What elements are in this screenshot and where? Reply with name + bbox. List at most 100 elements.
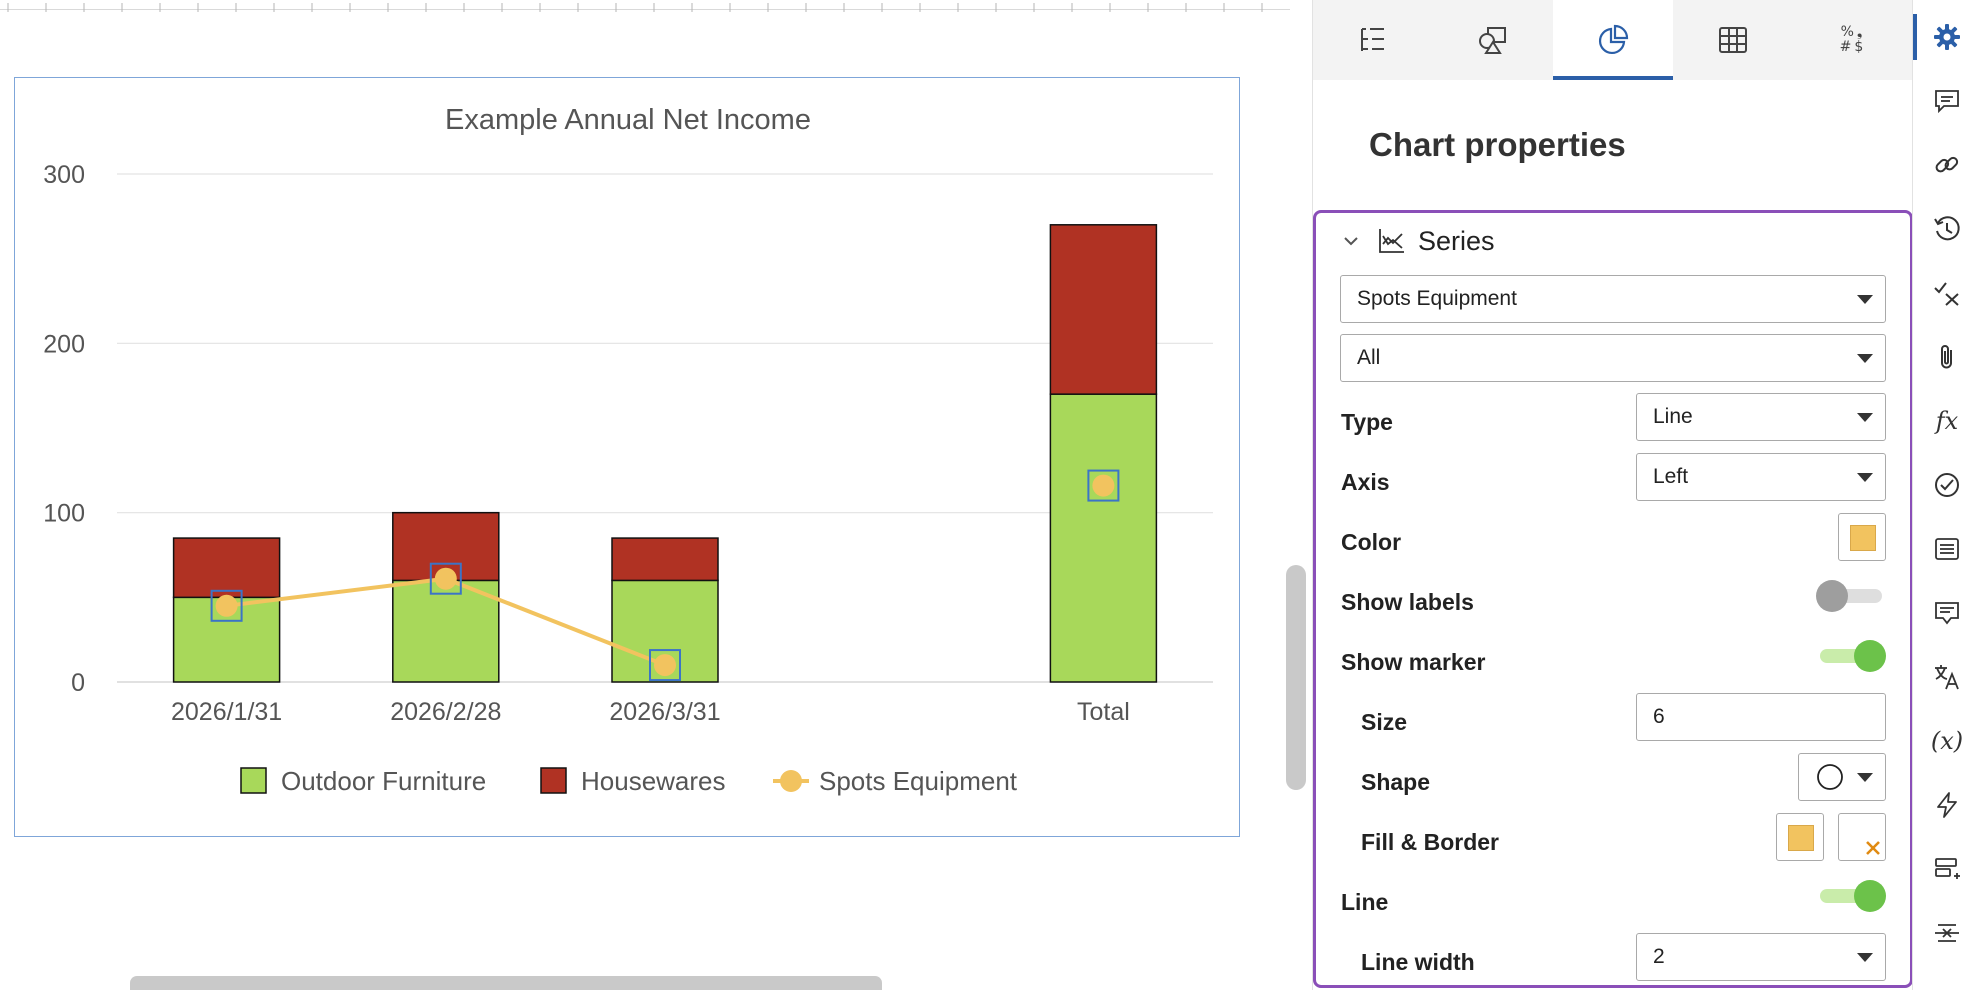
x-tick-label: Total [1077,698,1130,726]
series-section: Series Spots Equipment All Type Line Axi… [1313,210,1913,988]
rail-history[interactable] [1913,204,1980,254]
line-toggle[interactable] [1816,879,1886,913]
bar-outdoor-furniture[interactable] [1049,393,1158,683]
marker-fill-button[interactable] [1776,813,1824,861]
line-width-value: 2 [1653,945,1665,968]
marker-size-input[interactable]: 6 [1636,693,1886,741]
bar-housewares[interactable] [172,537,281,599]
x-tick-label: 2026/1/31 [171,698,282,726]
caret-down-icon [1857,413,1873,422]
circle-shape-icon [1817,764,1843,790]
caret-down-icon [1857,473,1873,482]
line-marker[interactable] [1092,474,1115,497]
show-marker-toggle[interactable] [1816,639,1886,673]
color-picker-button[interactable] [1838,513,1886,561]
marker-border-button[interactable] [1838,813,1886,861]
gear-icon [1934,24,1960,50]
show-labels-toggle[interactable] [1816,579,1886,613]
marker-selection-box [1087,469,1120,502]
rail-comments[interactable] [1913,76,1980,126]
rail-automation[interactable] [1913,780,1980,830]
legend-label: Spots Equipment [819,766,1018,796]
bars [172,224,1158,683]
rail-functions[interactable]: fx [1913,396,1980,446]
rail-links[interactable] [1913,140,1980,190]
rail-track-changes[interactable] [1913,268,1980,318]
line-series [210,469,1120,682]
tab-setup[interactable] [1313,0,1433,80]
chart-title: Example Annual Net Income [445,104,811,136]
pie-chart-icon [1598,24,1629,55]
caret-down-icon [1857,953,1873,962]
bar-outdoor-furniture[interactable] [392,579,500,683]
line-width-select[interactable]: 2 [1636,933,1886,981]
legend-swatch [240,767,267,794]
series-select[interactable]: Spots Equipment [1340,275,1886,323]
no-color-icon [1866,841,1880,855]
legend-marker [780,770,802,792]
rail-settings[interactable] [1913,12,1980,62]
translate-icon [1935,665,1959,690]
check-x-icon [1934,282,1959,306]
table-icon [1719,27,1747,53]
color-swatch [1850,525,1876,551]
legend-label: Outdoor Furniture [281,766,486,796]
toggle-knob [1854,640,1886,672]
line-marker[interactable] [215,594,238,617]
rail-variables[interactable]: (x) [1913,716,1980,766]
type-value: Line [1653,405,1693,428]
axis-select[interactable]: Left [1636,453,1886,501]
chart-properties-panel: %❟ #$ Chart properties Series Spots Equi… [1312,0,1913,990]
fill-border-label: Fill & Border [1361,829,1500,855]
chart-frame[interactable]: Example Annual Net Income 0 100 200 300 202… [14,77,1240,837]
rail-list-card[interactable] [1913,524,1980,574]
rail-split[interactable] [1913,908,1980,958]
caret-down-icon [1857,773,1873,782]
history-icon [1934,216,1960,241]
function-icon: fx [1935,407,1959,435]
rail-notes[interactable] [1913,588,1980,638]
show-marker-label: Show marker [1341,649,1486,675]
x-axis-ticks: 2026/1/31 2026/2/28 2026/3/31 Total [171,698,1130,726]
axis-value: Left [1653,465,1689,488]
line-width-label: Line width [1361,949,1475,975]
line-marker[interactable] [654,654,676,677]
marker-shape-select[interactable] [1798,753,1886,801]
series-scope-select[interactable]: All [1340,334,1886,382]
rail-insert-row[interactable] [1913,844,1980,894]
series-title: Series [1418,225,1495,256]
bar-housewares[interactable] [1049,224,1158,395]
tab-shapes[interactable] [1433,0,1553,80]
list-tree-icon [1361,28,1384,51]
chevron-down-icon[interactable] [1340,230,1362,252]
insert-row-icon [1935,858,1960,879]
tab-number-format[interactable]: %❟ #$ [1793,0,1913,80]
series-scope-value: All [1357,346,1381,369]
series-header[interactable]: Series [1340,223,1495,259]
horizontal-scrollbar[interactable] [130,976,882,990]
lightning-icon [1937,792,1957,818]
type-select[interactable]: Line [1636,393,1886,441]
note-icon [1935,602,1959,625]
list-card-icon [1935,538,1959,560]
chart-canvas: Example Annual Net Income 0 100 200 300 202… [43,104,1213,796]
number-format-glyph-top: %❟ [1840,24,1866,40]
size-label: Size [1361,709,1408,735]
tab-table[interactable] [1673,0,1793,80]
x-tick-label: 2026/2/28 [390,698,501,726]
rail-translate[interactable] [1913,652,1980,702]
panel-title: Chart properties [1369,126,1626,163]
show-labels-label: Show labels [1341,589,1474,615]
line-marker[interactable] [434,567,457,590]
rail-review[interactable] [1913,460,1980,510]
rail-attachments[interactable] [1913,332,1980,382]
marker-selection-box [429,562,462,595]
check-circle-icon [1935,473,1959,497]
marker-fill-swatch [1788,825,1814,851]
vertical-scrollbar[interactable] [1286,565,1306,790]
bar-housewares[interactable] [611,537,719,582]
number-format-icon: %❟ #$ [1840,25,1867,55]
y-tick-label: 300 [43,161,85,189]
y-tick-label: 0 [71,669,85,697]
tab-chart[interactable] [1553,0,1673,80]
